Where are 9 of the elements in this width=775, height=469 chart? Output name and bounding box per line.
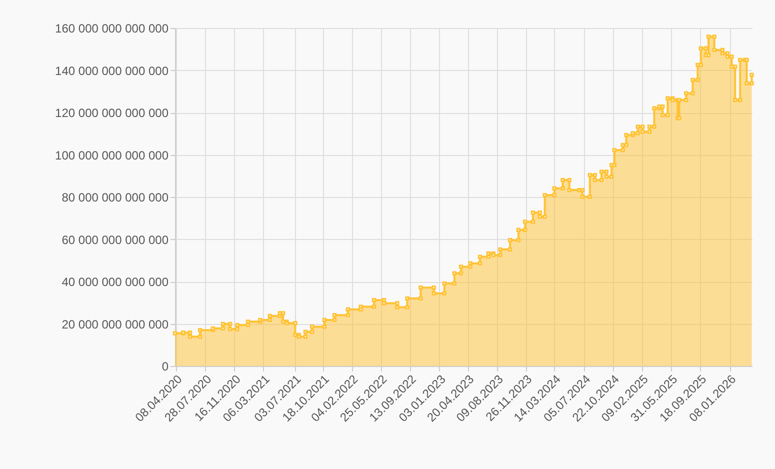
y-tick-label: 40 000 000 000 000 <box>62 275 169 289</box>
y-tick-label: 60 000 000 000 000 <box>62 232 169 247</box>
y-tick-label: 100 000 000 000 000 <box>55 148 169 162</box>
y-tick-label: 80 000 000 000 000 <box>62 190 169 204</box>
y-tick-label: 140 000 000 000 000 <box>55 64 169 78</box>
y-tick-label: 20 000 000 000 000 <box>62 317 169 332</box>
y-tick-label: 0 <box>162 360 169 374</box>
y-tick-label: 160 000 000 000 000 <box>55 22 169 36</box>
y-tick-label: 120 000 000 000 000 <box>55 106 169 120</box>
